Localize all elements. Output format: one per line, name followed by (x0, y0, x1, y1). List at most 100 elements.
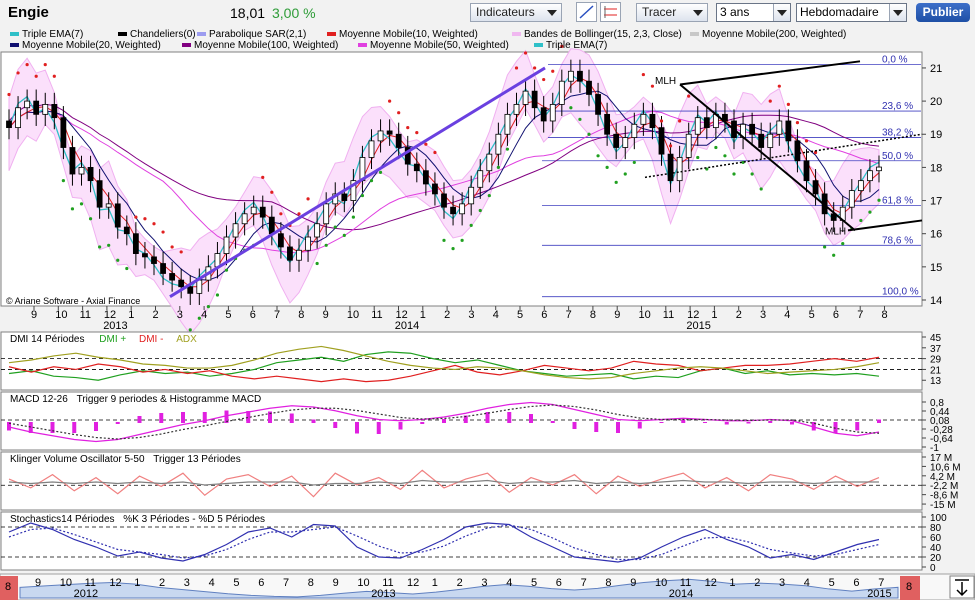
candle-body (287, 246, 293, 261)
candle-body (214, 253, 221, 268)
sar-dot (88, 217, 93, 221)
candle-body (60, 117, 67, 148)
stochastics-title-suffix: %K 3 Périodes - %D 5 Périodes (123, 514, 266, 525)
x-month-label: 7 (857, 309, 863, 321)
candle-body (395, 133, 402, 148)
sar-dot (261, 175, 265, 179)
y-tick-label: 0 (930, 563, 936, 574)
sar-dot (478, 208, 482, 213)
macd-histogram-bar (72, 422, 77, 433)
macd-histogram-bar (7, 422, 11, 431)
sar-dot (623, 172, 627, 176)
macd-histogram-bar (529, 414, 533, 423)
y-tick-label: 10,6 M (930, 462, 961, 473)
x-month-label: 10 (639, 309, 651, 321)
candle-body (876, 166, 882, 172)
candle-body (567, 70, 574, 82)
macd-histogram-bar (855, 422, 860, 431)
sar-dot (70, 207, 75, 211)
sar-dot (25, 63, 29, 67)
macd-histogram-bar (398, 422, 403, 430)
nav-month-label: 2 (457, 577, 463, 589)
candle-body (250, 206, 257, 215)
hline-tool-button[interactable] (600, 2, 621, 22)
y-tick-label: 21 (930, 365, 942, 376)
legend-item: Chandeliers(0) (118, 29, 196, 40)
line-tool-button[interactable] (576, 2, 597, 22)
draw-dropdown[interactable]: Tracer (636, 3, 708, 22)
y-tick-label: 0,08 (930, 416, 950, 427)
stochastics-title: Stochastics14 Périodes %K 3 Périodes - %… (10, 514, 265, 525)
sar-dot (152, 222, 156, 226)
candle-body (867, 170, 873, 182)
sar-dot (116, 258, 120, 262)
nav-month-label: 4 (804, 577, 810, 589)
macd-histogram-bar (181, 412, 185, 423)
sar-dot (43, 63, 47, 67)
sar-dot (16, 71, 20, 75)
sar-dot (578, 117, 582, 121)
sar-dot (813, 150, 818, 155)
nav-month-label: 1 (432, 577, 438, 589)
y-tick-label: 80 (930, 523, 942, 534)
sar-dot (7, 92, 11, 97)
publish-button[interactable]: Publier (916, 3, 970, 22)
indicator-line (8, 356, 880, 383)
candle-body (631, 123, 638, 138)
nav-month-label: 1 (729, 577, 735, 589)
candle-body (132, 233, 139, 254)
x-month-label: 12 (104, 309, 116, 321)
chevron-down-icon (889, 4, 906, 21)
indicators-dropdown[interactable]: Indicateurs (470, 3, 562, 22)
sar-dot (34, 74, 38, 78)
candle-body (368, 140, 375, 158)
candle-body (468, 186, 475, 205)
candle-body (123, 226, 130, 235)
legend-swatch (327, 32, 336, 37)
nav-month-label: 5 (829, 577, 835, 589)
sar-dot (868, 210, 872, 214)
navigator-area (19, 578, 899, 599)
pitchfork-line (679, 83, 856, 232)
nav-month-label: 6 (853, 577, 859, 589)
sar-dot (723, 154, 727, 158)
sar-dot (514, 66, 519, 70)
macd-title: MACD 12-26 Trigger 9 periodes & Histogra… (10, 394, 261, 405)
y-tick-label: 17 (930, 196, 942, 208)
x-month-label: 11 (371, 309, 382, 321)
nav-month-label: 8 (308, 577, 314, 589)
nav-year-label: 2014 (669, 588, 693, 600)
interval-select[interactable]: Hebdomadaire (796, 3, 907, 22)
candle-body (522, 90, 529, 105)
macd-histogram-bar (268, 411, 272, 423)
nav-month-label: 6 (556, 577, 562, 589)
x-month-label: 5 (225, 309, 231, 321)
candle-body (785, 120, 792, 142)
nav-month-label: 11 (382, 577, 393, 589)
legend-label: Moyenne Mobile(200, Weighted) (702, 29, 847, 40)
nav-month-label: 12 (705, 577, 717, 589)
y-tick-label: -2,2 M (930, 481, 958, 492)
legend-swatch (534, 43, 543, 48)
period-select[interactable]: 3 ans (716, 3, 791, 22)
x-month-label: 4 (201, 309, 207, 321)
sar-dot (496, 165, 500, 169)
sar-dot (342, 233, 346, 237)
candle-body (803, 160, 810, 182)
macd-histogram-bar (833, 422, 838, 433)
draw-label: Tracer (642, 5, 677, 19)
sar-dot (170, 245, 174, 249)
nav-left-month: 8 (5, 581, 11, 593)
nav-month-label: 3 (481, 577, 487, 589)
candle-body (160, 263, 166, 274)
candle-body (142, 253, 148, 258)
x-month-label: 3 (177, 309, 183, 321)
macd-histogram-bar (115, 422, 120, 424)
nav-year-label: 2013 (371, 588, 395, 600)
candle-body (622, 137, 629, 148)
candle-body (196, 279, 203, 294)
macd-histogram-bar (637, 422, 642, 429)
candle-body (767, 133, 774, 148)
sar-dot (505, 147, 510, 151)
